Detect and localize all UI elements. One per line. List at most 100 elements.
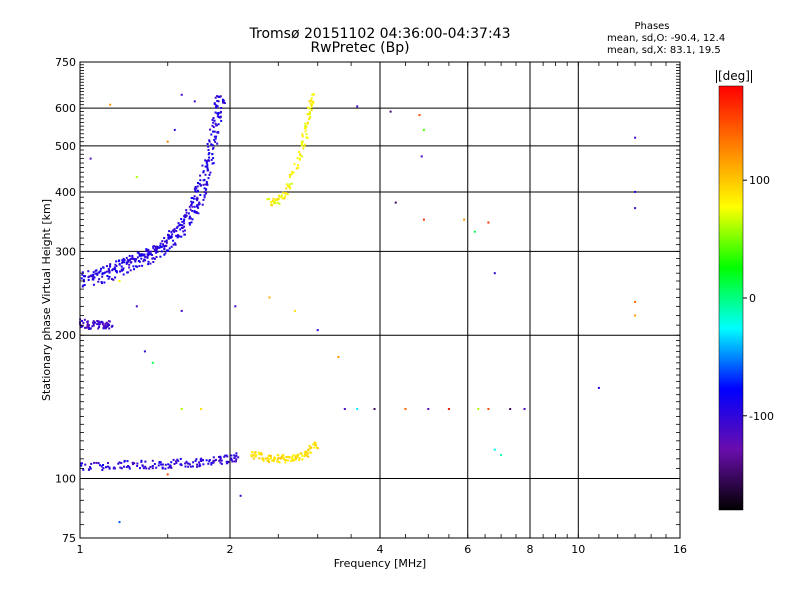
- data-point: [199, 194, 202, 196]
- colorbar-tick-label: -100: [749, 410, 774, 423]
- data-point: [87, 279, 90, 281]
- data-point: [276, 460, 279, 463]
- data-point: [79, 462, 82, 465]
- data-point: [206, 166, 209, 168]
- data-point: [81, 462, 83, 465]
- data-point: [206, 143, 209, 145]
- data-point: [219, 116, 222, 119]
- data-point: [126, 271, 129, 274]
- data-point: [138, 265, 141, 267]
- data-point: [191, 465, 194, 468]
- data-point: [634, 136, 637, 139]
- data-point: [271, 204, 274, 207]
- data-point: [208, 139, 211, 142]
- data-point: [634, 190, 637, 193]
- data-point: [144, 465, 147, 468]
- y-tick-label: 75: [62, 532, 76, 545]
- data-point: [185, 209, 188, 212]
- data-point: [305, 454, 308, 456]
- data-point: [289, 176, 291, 179]
- y-tick-label: 100: [55, 473, 76, 486]
- data-point: [308, 444, 311, 447]
- data-point: [295, 167, 298, 170]
- data-point: [314, 443, 316, 445]
- data-point: [179, 228, 182, 231]
- data-point: [281, 197, 284, 200]
- x-tick-label: 10: [571, 543, 585, 556]
- data-point: [288, 173, 291, 176]
- data-point: [185, 211, 188, 214]
- data-point: [212, 456, 215, 459]
- data-point: [235, 460, 237, 463]
- data-point: [148, 251, 151, 254]
- data-point: [128, 466, 131, 469]
- data-point: [187, 462, 190, 465]
- data-point: [131, 256, 134, 259]
- data-point: [108, 270, 111, 273]
- data-point: [205, 161, 208, 164]
- data-point: [295, 456, 297, 459]
- data-point: [220, 459, 223, 462]
- data-point: [473, 230, 476, 233]
- data-point: [306, 137, 309, 139]
- data-point: [138, 253, 141, 256]
- data-point: [255, 453, 258, 456]
- data-point: [210, 158, 213, 161]
- data-point: [131, 461, 134, 464]
- data-point: [180, 93, 183, 96]
- data-point: [216, 142, 219, 145]
- data-point: [129, 269, 132, 272]
- data-point: [92, 321, 95, 324]
- data-point: [170, 466, 173, 469]
- data-point: [105, 321, 108, 324]
- data-point: [170, 235, 173, 238]
- data-point: [201, 164, 204, 167]
- data-point: [155, 251, 158, 254]
- data-point: [279, 457, 282, 460]
- data-point: [308, 100, 311, 103]
- data-point: [270, 456, 272, 459]
- data-point: [219, 461, 222, 464]
- data-point: [121, 259, 124, 262]
- chart-title: Tromsø 20151102 04:36:00-04:37:43: [249, 26, 511, 42]
- data-point: [96, 320, 99, 322]
- data-point: [120, 462, 123, 464]
- data-point: [213, 135, 216, 138]
- data-point: [136, 256, 139, 259]
- data-point: [260, 453, 263, 456]
- data-point: [190, 197, 193, 199]
- data-point: [254, 455, 257, 458]
- data-point: [147, 260, 150, 263]
- data-point: [112, 467, 115, 470]
- data-point: [89, 467, 92, 470]
- data-point: [107, 462, 109, 464]
- data-point: [180, 235, 183, 238]
- data-point: [82, 468, 85, 471]
- data-point: [126, 259, 129, 262]
- data-point: [212, 126, 215, 129]
- data-point: [215, 104, 218, 107]
- data-point: [94, 321, 97, 324]
- data-point: [184, 465, 187, 468]
- data-point: [120, 265, 123, 268]
- data-point: [136, 251, 139, 254]
- data-point: [104, 271, 107, 274]
- data-point: [306, 113, 309, 116]
- data-point: [98, 325, 101, 328]
- data-point: [286, 193, 289, 196]
- data-point: [99, 464, 101, 467]
- data-point: [186, 462, 189, 465]
- data-point: [278, 461, 281, 464]
- data-point: [208, 460, 211, 463]
- data-point: [123, 459, 126, 462]
- data-point: [404, 408, 407, 410]
- data-point: [187, 212, 190, 215]
- data-point: [310, 108, 313, 111]
- data-point: [173, 230, 176, 233]
- data-point: [184, 462, 187, 465]
- data-point: [310, 99, 312, 102]
- data-point: [135, 176, 138, 178]
- data-point: [215, 106, 218, 109]
- data-point: [356, 105, 359, 108]
